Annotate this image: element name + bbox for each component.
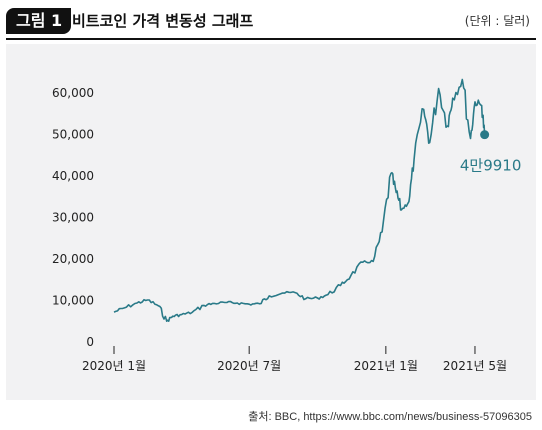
y-tick-label: 30,000 xyxy=(52,210,94,224)
y-axis: 0 10,000 20,000 30,000 40,000 50,000 60,000 xyxy=(52,86,94,349)
figure-label-badge: 그림 1 xyxy=(6,8,72,34)
annotation-layer: 4만9910 xyxy=(460,130,522,175)
series-layer xyxy=(113,78,486,322)
price-chart: 0 10,000 20,000 30,000 40,000 50,000 60,000 20… xyxy=(52,78,522,373)
y-tick-label: 20,000 xyxy=(52,252,94,266)
x-tick-label: 2021년 1월 xyxy=(354,359,418,373)
unit-note: (단위 : 달러) xyxy=(464,14,530,28)
chart-panel: 0 10,000 20,000 30,000 40,000 50,000 60,000 20… xyxy=(6,44,536,400)
y-tick-label: 50,000 xyxy=(52,127,94,141)
y-tick-label: 10,000 xyxy=(52,293,94,307)
header-rule xyxy=(6,38,536,40)
x-tick-label: 2020년 7월 xyxy=(217,359,281,373)
y-tick-label: 0 xyxy=(86,335,94,349)
x-axis: 2020년 1월 2020년 7월 2021년 1월 2021년 5월 xyxy=(82,346,507,373)
source-note: 출처: BBC, https://www.bbc.com/news/busine… xyxy=(248,411,532,423)
y-tick-label: 40,000 xyxy=(52,169,94,183)
x-tick-label: 2021년 5월 xyxy=(443,359,507,373)
y-tick-label: 60,000 xyxy=(52,86,94,100)
x-tick-label: 2020년 1월 xyxy=(82,359,146,373)
price-series-line xyxy=(113,78,486,322)
chart-title: 비트코인 가격 변동성 그래프 xyxy=(72,12,254,30)
latest-price-label: 4만9910 xyxy=(460,157,522,175)
latest-price-point xyxy=(480,130,490,140)
